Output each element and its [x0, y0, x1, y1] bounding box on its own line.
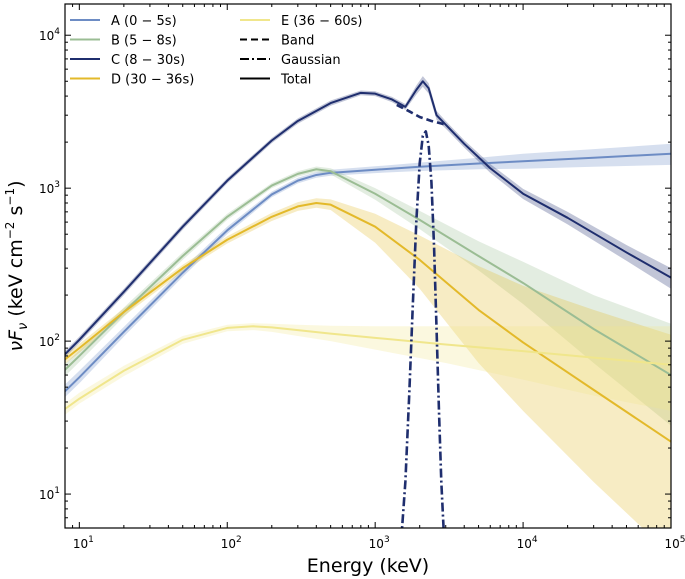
band-e-36-60s — [65, 323, 671, 415]
legend-label-a-0-5s: A (0 − 5s) — [111, 14, 177, 29]
series-line-d-30-36s — [65, 201, 671, 443]
band-b-5-8s — [65, 166, 671, 426]
legend-label-d-30-36s: D (30 − 36s) — [111, 73, 194, 88]
legend-label-e-36-60s: E (36 − 60s) — [281, 14, 363, 29]
y-title-sub: ν — [16, 323, 31, 330]
series-line-a-0-5s — [65, 152, 671, 392]
x-axis-title: Energy (keV) — [307, 555, 429, 577]
series-line-band — [396, 103, 447, 126]
series-line-e-36-60s — [65, 325, 671, 410]
y-title-exp2: −1 — [3, 188, 17, 206]
series-line-b-5-8s — [65, 168, 671, 376]
y-tick-label: 103 — [39, 180, 60, 196]
y-title-close: ) — [5, 180, 27, 187]
plot-frame — [64, 3, 672, 529]
y-tick-label: 102 — [39, 333, 60, 349]
x-tick-label: 105 — [664, 535, 685, 551]
series-line-gaussian — [400, 130, 445, 528]
legend-label-c-8-30s: C (8 − 30s) — [111, 53, 185, 68]
legend-label-band: Band — [281, 34, 314, 49]
y-axis-title: νFν (keV cm−2 s−1) — [3, 180, 31, 351]
y-title-main: νF — [5, 329, 27, 352]
legend-label-b-5-8s: B (5 − 8s) — [111, 34, 177, 49]
series-lines — [65, 80, 671, 528]
plot-background — [65, 4, 671, 528]
band-d-30-36s — [65, 198, 671, 528]
x-tick-label: 104 — [517, 535, 538, 551]
y-title-exp1: −2 — [3, 222, 17, 240]
y-tick-label: 101 — [39, 486, 60, 502]
x-tick-label: 103 — [369, 535, 390, 551]
y-tick-label: 104 — [39, 27, 60, 43]
x-tick-label: 102 — [221, 535, 242, 551]
x-tick-label: 101 — [73, 535, 94, 551]
series-line-c-8-30s — [65, 80, 671, 356]
y-title-unit-a: (keV cm — [5, 239, 27, 322]
y-title-unit-b: s — [5, 206, 27, 222]
legend-label-gaussian: Gaussian — [281, 53, 341, 68]
legend: A (0 − 5s) B (5 − 8s) C (8 − 30s) D (30 − 3… — [70, 14, 363, 88]
legend-label-total: Total — [280, 73, 311, 88]
